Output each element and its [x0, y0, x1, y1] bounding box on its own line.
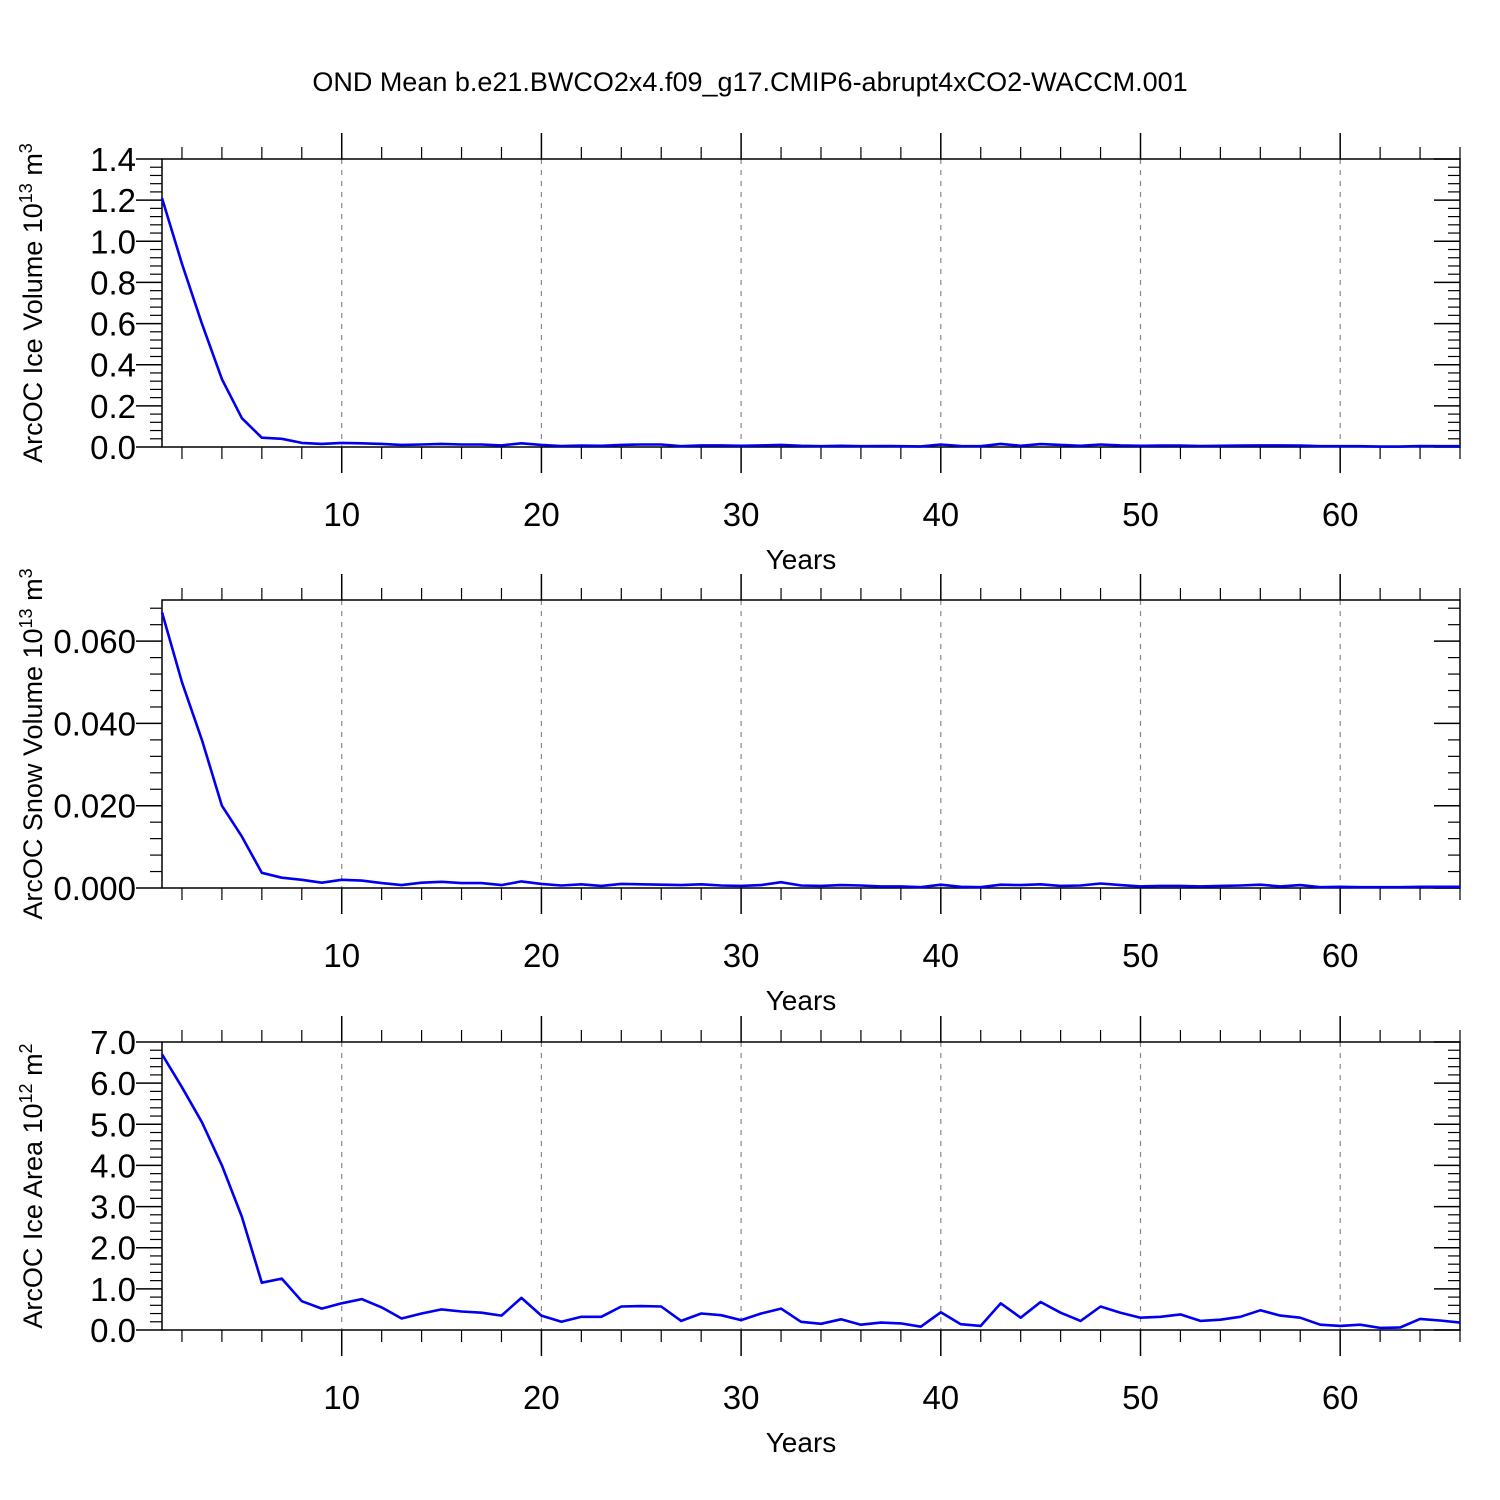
- y-tick-label: 0.4: [90, 347, 136, 384]
- x-tick-label: 60: [1322, 937, 1359, 974]
- chart-panel-3: 10 20 30 40 50 60 Years 0.0 1.0 2.0 3.0 4.0 5.0 6.0 7.…: [16, 1016, 1461, 1458]
- series-line-1: [160, 197, 1460, 448]
- x-axis-label: Years: [766, 985, 837, 1016]
- series-line-1: [160, 611, 1460, 889]
- y-tick-label: 0.060: [53, 623, 136, 660]
- x-tick-label: 20: [523, 937, 560, 974]
- y-tick-label: 0.2: [90, 388, 136, 425]
- x-tick-label: 30: [723, 1379, 760, 1416]
- x-tick-label: 40: [922, 937, 959, 974]
- chart-panel-1: 10 20 30 40 50 60 Years 0.0 0.2 0.4 0.6 0.8 1.0 1.2 1.…: [16, 133, 1461, 575]
- plot-frame: [161, 599, 1461, 889]
- y-tick-label: 6.0: [90, 1065, 136, 1102]
- x-tick-label: 60: [1322, 496, 1359, 533]
- x-tick-label: 10: [323, 937, 360, 974]
- y-tick-label: 1.0: [90, 223, 136, 260]
- chart-panel-2: 10 20 30 40 50 60 Years 0.000 0.020 0.040 0.060Arc…: [16, 568, 1461, 1016]
- y-tick-label: 0.8: [90, 264, 136, 301]
- x-tick-label: 40: [922, 1379, 959, 1416]
- y-tick-label: 0.0: [90, 429, 136, 466]
- y-tick-label: 0.040: [53, 705, 136, 742]
- y-axis-label: ArcOC Snow Volume 1013 m3: [16, 568, 48, 919]
- plot-frame: [161, 1041, 1461, 1331]
- y-tick-label: 1.0: [90, 1271, 136, 1308]
- y-tick-label: 0.000: [53, 870, 136, 907]
- x-tick-label: 60: [1322, 1379, 1359, 1416]
- x-tick-label: 30: [723, 937, 760, 974]
- y-tick-label: 5.0: [90, 1106, 136, 1143]
- y-tick-label: 1.2: [90, 182, 136, 219]
- y-tick-label: 0.6: [90, 306, 136, 343]
- x-tick-label: 10: [323, 496, 360, 533]
- x-axis-label: Years: [766, 1427, 837, 1458]
- series-line-1: [160, 1053, 1461, 1330]
- x-tick-label: 20: [523, 496, 560, 533]
- y-tick-label: 0.020: [53, 788, 136, 825]
- x-tick-label: 50: [1122, 937, 1159, 974]
- y-tick-label: 1.4: [90, 141, 136, 178]
- y-axis-label: ArcOC Ice Volume 1013 m3: [16, 143, 48, 463]
- plot-frame: [161, 158, 1461, 448]
- x-tick-label: 50: [1122, 496, 1159, 533]
- y-tick-label: 0.0: [90, 1312, 136, 1349]
- y-tick-label: 2.0: [90, 1230, 136, 1267]
- x-tick-label: 40: [922, 496, 959, 533]
- panels: 10 20 30 40 50 60 Years 0.0 0.2 0.4 0.6 0.8 1.0 1.2 1.…: [16, 133, 1461, 1458]
- y-tick-label: 7.0: [90, 1024, 136, 1061]
- x-tick-label: 20: [523, 1379, 560, 1416]
- y-tick-label: 4.0: [90, 1147, 136, 1184]
- y-axis-label: ArcOC Ice Area 1012 m2: [16, 1043, 48, 1328]
- x-tick-label: 10: [323, 1379, 360, 1416]
- x-tick-label: 30: [723, 496, 760, 533]
- figure-title: OND Mean b.e21.BWCO2x4.f09_g17.CMIP6-abr…: [312, 67, 1187, 97]
- x-axis-label: Years: [766, 544, 837, 575]
- y-tick-label: 3.0: [90, 1189, 136, 1226]
- x-tick-label: 50: [1122, 1379, 1159, 1416]
